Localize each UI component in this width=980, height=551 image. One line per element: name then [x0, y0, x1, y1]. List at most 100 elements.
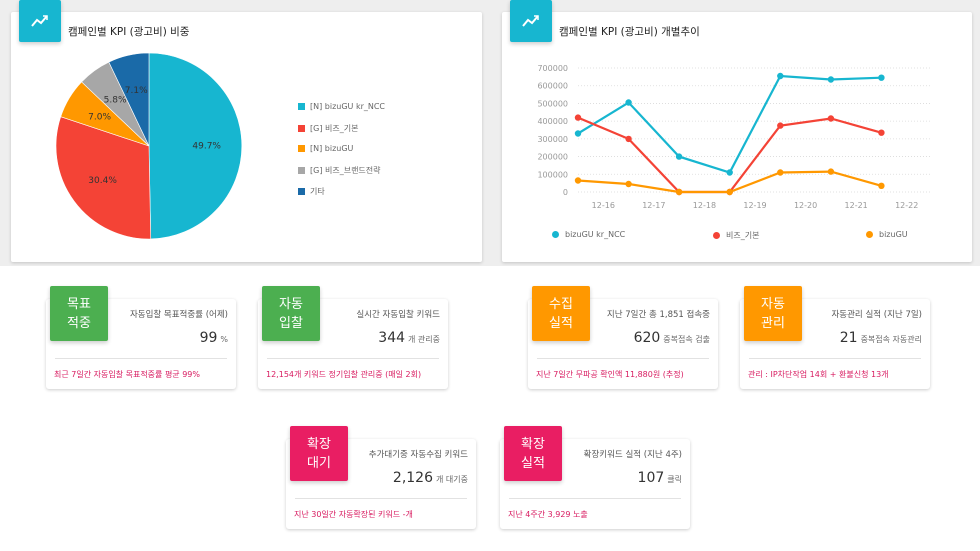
pie-slice-label: 7.0%	[88, 112, 111, 122]
card-badge: 수집 실적	[532, 286, 590, 341]
panel-title: 캠페인별 KPI (광고비) 개별추이	[559, 26, 700, 38]
pie-legend-item[interactable]: 기타	[298, 186, 325, 197]
pie-slice-label: 49.7%	[192, 142, 221, 152]
pie-slice[interactable]	[55, 116, 152, 240]
card-badge: 자동 입찰	[262, 286, 320, 341]
legend-swatch	[866, 231, 873, 238]
pie-legend-item[interactable]: [G] 비즈_기본	[298, 123, 358, 134]
card-badge: 목표 적중	[50, 286, 108, 341]
series-line	[577, 116, 882, 194]
x-tick-label: 12-21	[845, 201, 868, 210]
card-label: 지난 7일간 총 1,851 접속중	[606, 310, 710, 320]
line-legend-item[interactable]: 비즈_기본	[713, 230, 759, 241]
card-divider	[749, 358, 921, 359]
card-unit: 중복접속 자동관리	[860, 335, 922, 344]
kpi-card-auto-bid[interactable]: 자동 입찰 실시간 자동입찰 키워드 344 개 관리중 12,154개 키워드 정…	[258, 286, 448, 389]
kpi-card-expand-result[interactable]: 확장 실적 확장키워드 실적 (지난 4주) 107 클릭 지난 4주간 3,929…	[500, 426, 690, 529]
line-chart: 0 100000 200000 300000 400000 500000 600000 700…	[537, 64, 932, 210]
pie-slice-label: 5.8%	[104, 95, 127, 105]
data-point[interactable]	[878, 74, 885, 81]
x-tick-label: 12-17	[642, 201, 665, 210]
kpi-card-target-hit[interactable]: 목표 적중 자동입찰 목표적중률 (어제) 99% 최근 7일간 자동입찰 목표적…	[46, 286, 236, 389]
line-legend-item[interactable]: bizuGU	[866, 230, 908, 239]
series-line	[577, 74, 882, 174]
legend-swatch	[552, 231, 559, 238]
card-divider	[537, 358, 709, 359]
kpi-card-auto-manage[interactable]: 자동 관리 자동관리 실적 (지난 7일) 21 중복접속 자동관리 관리 : IP…	[740, 286, 930, 389]
badge-line: 자동	[279, 296, 303, 312]
card-label: 실시간 자동입찰 키워드	[356, 310, 440, 320]
data-point[interactable]	[625, 180, 632, 188]
x-tick-label: 12-19	[743, 201, 766, 210]
data-point[interactable]	[625, 99, 632, 106]
pie-legend-item[interactable]: [N] bizuGU	[298, 144, 353, 153]
legend-label: bizuGU kr_NCC	[565, 230, 626, 239]
y-tick-label: 600000	[537, 82, 568, 91]
legend-label: [N] bizuGU	[310, 144, 354, 153]
legend-label: 기타	[310, 187, 325, 196]
card-unit: 클릭	[667, 475, 682, 484]
card-value: 2,126 개 대기중	[393, 467, 468, 486]
data-point[interactable]	[675, 188, 683, 196]
x-tick-label: 12-20	[794, 201, 817, 210]
campaign-trend-panel: 캠페인별 KPI (광고비) 개별추이 0 100000 200000 300000 4…	[502, 0, 972, 262]
pie-slice-label: 7.1%	[125, 86, 148, 96]
pie-slice[interactable]	[148, 52, 243, 240]
legend-swatch	[713, 232, 720, 239]
card-label: 추가대기중 자동수집 키워드	[368, 450, 468, 460]
data-point[interactable]	[574, 177, 582, 184]
data-point[interactable]	[827, 76, 835, 83]
card-footer: 지난 4주간 3,929 노출	[508, 510, 588, 519]
badge-line: 적중	[67, 315, 91, 331]
data-point[interactable]	[777, 169, 784, 176]
legend-swatch	[298, 145, 305, 152]
card-badge: 확장 실적	[504, 426, 562, 481]
card-footer: 지난 30일간 자동확장된 키워드 -개	[294, 510, 413, 519]
card-number: 2,126	[392, 470, 434, 486]
badge-line: 자동	[761, 296, 785, 312]
card-unit: %	[220, 335, 228, 344]
legend-label: 비즈_기본	[726, 231, 760, 240]
badge-line: 실적	[521, 455, 545, 471]
data-point[interactable]	[726, 169, 733, 176]
legend-label: bizuGU	[879, 230, 908, 239]
card-footer: 최근 7일간 자동입찰 목표적중률 평균 99%	[54, 370, 200, 379]
card-unit: 개 관리중	[408, 335, 440, 344]
pie-slice[interactable]	[108, 52, 150, 147]
line-legend-item[interactable]: bizuGU kr_NCC	[552, 230, 625, 239]
data-point[interactable]	[726, 188, 733, 196]
card-footer: 12,154개 키워드 정기입찰 관리중 (매일 2회)	[266, 370, 422, 379]
y-tick-label: 500000	[537, 99, 568, 108]
data-point[interactable]	[878, 182, 885, 189]
card-footer: 관리 : IP차단작업 14회 + 환불신청 13개	[748, 370, 889, 379]
data-point[interactable]	[827, 115, 835, 122]
badge-line: 대기	[307, 455, 331, 471]
kpi-card-collect-result[interactable]: 수집 실적 지난 7일간 총 1,851 접속중 620 중복접속 검출 지난 7일…	[528, 286, 718, 389]
legend-label: [G] 비즈_브랜드전략	[310, 166, 381, 175]
card-value: 620 중복접속 검출	[634, 327, 710, 346]
card-label: 자동관리 실적 (지난 7일)	[831, 310, 922, 320]
data-point[interactable]	[777, 122, 784, 129]
data-point[interactable]	[574, 114, 582, 121]
data-point[interactable]	[625, 135, 632, 143]
data-point[interactable]	[878, 129, 885, 136]
badge-line: 확장	[307, 436, 331, 452]
pie-legend-item[interactable]: [G] 비즈_브랜드전략	[298, 165, 381, 176]
card-unit: 개 대기중	[436, 475, 468, 484]
panel-title: 캠페인별 KPI (광고비) 비중	[68, 26, 190, 38]
legend-swatch	[298, 167, 305, 174]
card-number: 99	[199, 330, 218, 346]
legend-label: [G] 비즈_기본	[310, 124, 359, 133]
trend-line-icon	[510, 0, 552, 42]
data-point[interactable]	[675, 153, 683, 160]
legend-swatch	[298, 188, 305, 195]
pie-legend-item[interactable]: [N] bizuGU kr_NCC	[298, 102, 385, 111]
data-point[interactable]	[777, 72, 784, 80]
y-tick-label: 700000	[537, 64, 568, 73]
data-point[interactable]	[574, 130, 582, 137]
data-point[interactable]	[827, 168, 835, 175]
card-badge: 자동 관리	[744, 286, 802, 341]
legend-swatch	[298, 125, 305, 132]
card-divider	[295, 498, 467, 499]
